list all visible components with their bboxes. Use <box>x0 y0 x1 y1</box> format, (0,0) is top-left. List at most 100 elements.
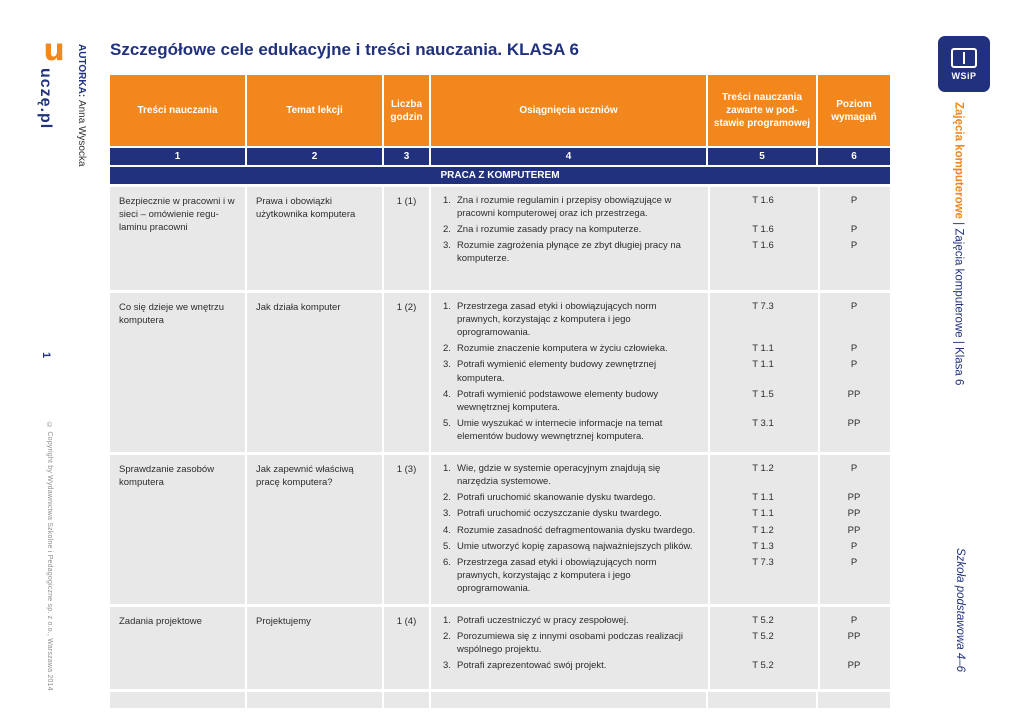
page-title: Szczegółowe cele edukacyjne i treści nau… <box>110 40 579 59</box>
achievement-text: 4. Potrafi wymienić podstawowe elementy b… <box>443 388 659 413</box>
column-number-row: 1 2 3 4 5 6 <box>110 148 890 165</box>
wsip-book-icon <box>951 47 977 68</box>
achievement-number: 6. <box>443 556 451 568</box>
column-number: 2 <box>247 148 384 165</box>
achievement-number: 1. <box>443 463 451 475</box>
podstawa-code: T 1.6 <box>752 224 774 236</box>
podstawa-code: T 7.3 <box>752 556 774 568</box>
column-divider <box>818 455 820 605</box>
achievement-text: 2. Potrafi uruchomić skanowanie dysku twa… <box>443 492 656 504</box>
podstawa-code: T 5.2 <box>752 615 774 627</box>
achievement-text: 2. Porozumiewa się z innymi osobami podcz… <box>443 631 683 656</box>
podstawa-code: T 1.5 <box>752 388 774 400</box>
table-body: Bezpiecznie w pracowni i w sieci – omówi… <box>110 187 890 690</box>
poziom-value: PP <box>847 524 861 536</box>
wsip-logo-text: WSiP <box>951 70 977 81</box>
temat-lekcji-cell: Prawa i obowiązki użytkownika komputera <box>247 187 384 290</box>
poziom-value: P <box>850 615 858 627</box>
achievement-text: 2. Zna i rozumie zasady pracy na komputer… <box>443 224 642 236</box>
page-number: 1 <box>40 352 52 359</box>
temat-lekcji-cell: Projektujemy <box>247 607 384 690</box>
osiagniecia-cell: 1. Przestrzega zasad etyki i obowiązujący… <box>431 293 890 453</box>
header-podstawa-programowa: Treści nauczania zawarte w pod­stawie pr… <box>708 75 818 146</box>
achievement-text: 4. Rozumie zasadność defragmentowania dys… <box>443 524 696 536</box>
column-number: 3 <box>384 148 431 165</box>
ucze-pl-logo: u uczę.pl <box>36 33 72 129</box>
table-row: Bezpiecznie w pracowni i w sieci – omówi… <box>110 187 890 290</box>
header-temat-lekcji: Temat lekcji <box>247 75 384 146</box>
podstawa-code: T 1.6 <box>752 240 774 252</box>
tresci-nauczania-cell: Bezpiecznie w pracowni i w sieci – omówi… <box>110 187 247 290</box>
copyright-notice: © Copyright by Wydawnictwa Szkolne i Ped… <box>46 422 53 691</box>
achievement-text: 5. Umie wyszukać w internecie informacje … <box>443 417 663 442</box>
poziom-value: PP <box>847 660 861 672</box>
poziom-value: P <box>850 463 858 475</box>
poziom-value: P <box>850 301 858 312</box>
achievement-item: 5. Umie utworzyć kopię zapasową najważnie… <box>431 540 890 553</box>
column-number: 1 <box>110 148 247 165</box>
column-divider <box>708 187 710 290</box>
poziom-value: P <box>850 540 858 552</box>
tresci-nauczania-cell: Sprawdzanie zasobów komputera <box>110 455 247 605</box>
column-number: 4 <box>431 148 708 165</box>
poziom-value: P <box>850 343 858 355</box>
podstawa-code: T 3.1 <box>752 417 774 429</box>
achievement-number: 3. <box>443 240 451 252</box>
temat-lekcji-cell: Jak zapewnić właściwą pracę komputera? <box>247 455 384 605</box>
podstawa-code: T 1.3 <box>752 540 774 552</box>
osiagniecia-cell: 1. Potrafi uczestniczyć w pracy zespołowe… <box>431 607 890 690</box>
poziom-value: P <box>850 224 858 236</box>
podstawa-code: T 1.6 <box>752 195 774 206</box>
podstawa-code: T 1.1 <box>752 492 774 504</box>
poziom-value: PP <box>847 417 861 429</box>
podstawa-code: T 1.1 <box>752 343 774 355</box>
achievement-number: 2. <box>443 224 451 236</box>
poziom-value: PP <box>847 508 861 520</box>
achievement-number: 3. <box>443 660 451 672</box>
achievement-number: 5. <box>443 540 451 552</box>
achievement-item: 2. Porozumiewa się z innymi osobami podcz… <box>431 630 890 656</box>
achievement-number: 1. <box>443 615 451 627</box>
header-poziom-wymagan: Poziom wymagań <box>818 75 890 146</box>
achievement-text: 1. Zna i rozumie regulamin i przepisy obo… <box>443 195 672 220</box>
column-divider <box>708 607 710 690</box>
poziom-value: PP <box>847 388 861 400</box>
author-name: Anna Wysocka <box>76 99 87 167</box>
achievement-number: 1. <box>443 195 451 206</box>
header-liczba-godzin: Liczba godzin <box>384 75 431 146</box>
achievement-item: 1. Zna i rozumie regulamin i przepisy obo… <box>431 194 890 220</box>
achievement-text: 3. Rozumie zagrożenia płynące ze zbyt dłu… <box>443 240 681 265</box>
poziom-value: P <box>850 359 858 371</box>
achievement-item: 3. Potrafi wymienić elementy budowy zewnę… <box>431 358 890 384</box>
podstawa-code: T 1.1 <box>752 508 774 520</box>
header-tresci-nauczania: Treści nauczania <box>110 75 247 146</box>
table-row: Zadania projektowe Projektujemy 1 (4) 1. Pot… <box>110 607 890 690</box>
table-row: Co się dzieje we wnętrzu komputera Jak dz… <box>110 293 890 453</box>
achievement-text: 5. Umie utworzyć kopię zapasową najważnie… <box>443 540 693 552</box>
header-osiagniecia-uczniow: Osiągnięcia uczniów <box>431 75 708 146</box>
ucze-pl-logo-mark: u <box>43 33 65 68</box>
achievement-number: 2. <box>443 492 451 504</box>
podstawa-code: T 5.2 <box>752 660 774 672</box>
achievement-number: 5. <box>443 417 451 429</box>
achievement-number: 4. <box>443 388 451 400</box>
achievement-number: 3. <box>443 508 451 520</box>
podstawa-code: T 1.2 <box>752 463 774 475</box>
column-divider <box>818 607 820 690</box>
achievement-text: 3. Potrafi uruchomić oczyszczanie dysku t… <box>443 508 662 520</box>
series-title: Zajęcia komputerowe | Zajęcia komputerow… <box>952 102 965 385</box>
curriculum-table: Treści nauczania Temat lekcji Liczba god… <box>110 75 890 709</box>
series-title-highlight: Zajęcia komputerowe <box>952 102 965 219</box>
achievement-number: 1. <box>443 301 451 312</box>
column-divider <box>818 187 820 290</box>
achievement-text: 1. Przestrzega zasad etyki i obowiązujący… <box>443 301 657 339</box>
osiagniecia-cell: 1. Wie, gdzie w systemie operacyjnym znaj… <box>431 455 890 605</box>
achievement-text: 1. Potrafi uczestniczyć w pracy zespołowe… <box>443 615 629 627</box>
achievement-text: 3. Potrafi wymienić elementy budowy zewnę… <box>443 359 657 384</box>
achievement-number: 2. <box>443 343 451 355</box>
achievement-item: 2. Zna i rozumie zasady pracy na komputer… <box>431 223 890 236</box>
poziom-value: P <box>850 556 858 568</box>
achievement-item: 4. Rozumie zasadność defragmentowania dys… <box>431 524 890 537</box>
achievement-item: 5. Umie wyszukać w internecie informacje … <box>431 417 890 443</box>
